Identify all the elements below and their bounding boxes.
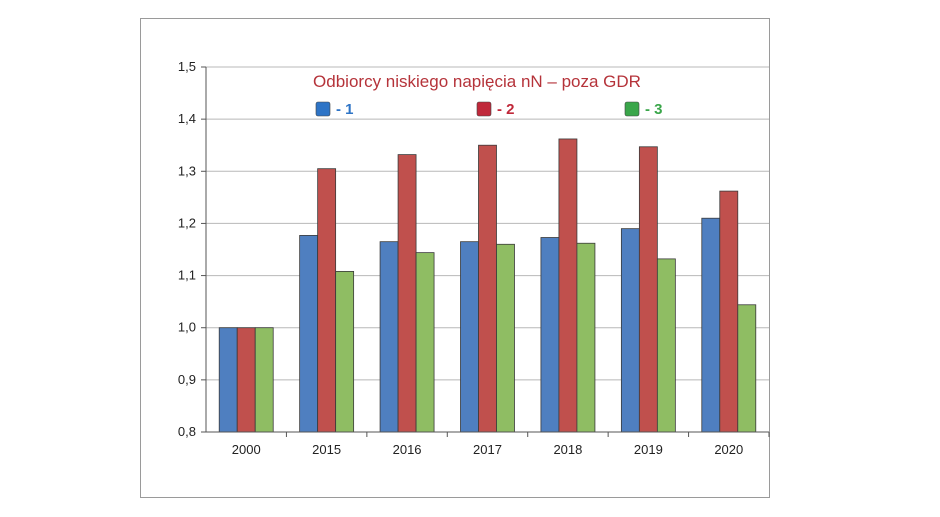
y-tick-label: 1,2 (178, 215, 196, 230)
legend: - 1 - 2 - 3 (315, 101, 663, 118)
chart-frame: 0,8 0,9 1,0 1,1 1,2 1,3 1,4 1,5 2000 2015 2016 201… (140, 18, 770, 498)
bar (737, 304, 757, 433)
bar (558, 138, 578, 433)
x-axis-ticks: 2000 2015 2016 2017 2018 2019 2020 (232, 432, 770, 457)
x-tick-label: 2017 (473, 442, 502, 457)
y-tick-label: 0,9 (178, 372, 196, 387)
bar (415, 252, 435, 433)
y-tick-label: 1,3 (178, 163, 196, 178)
bar-chart: 0,8 0,9 1,0 1,1 1,2 1,3 1,4 1,5 2000 2015 2016 201… (178, 59, 770, 457)
y-tick-label: 0,8 (178, 424, 196, 439)
legend-swatch (315, 101, 331, 117)
x-tick-label: 2016 (393, 442, 422, 457)
x-tick-label: 2020 (714, 442, 743, 457)
x-tick-label: 2015 (312, 442, 341, 457)
bar (218, 327, 238, 433)
y-tick-label: 1,0 (178, 320, 196, 335)
legend-swatch (476, 101, 492, 117)
y-tick-label: 1,1 (178, 268, 196, 283)
bar (496, 243, 515, 433)
x-tick-label: 2000 (232, 442, 261, 457)
y-tick-label: 1,4 (178, 111, 196, 126)
bar (620, 228, 640, 433)
bar (335, 270, 355, 433)
legend-label: - 1 (336, 101, 354, 118)
bar (478, 144, 497, 433)
bar (460, 241, 479, 433)
bar (540, 237, 560, 433)
bar (701, 217, 721, 433)
bar (299, 235, 319, 433)
legend-label: - 2 (497, 101, 515, 118)
y-axis-ticks: 0,8 0,9 1,0 1,1 1,2 1,3 1,4 1,5 (178, 59, 206, 439)
y-tick-label: 1,5 (178, 59, 196, 74)
bar (638, 146, 658, 433)
bars (218, 138, 757, 433)
bar (576, 242, 596, 433)
legend-label: - 3 (645, 101, 663, 118)
bar (236, 327, 256, 433)
bar (656, 258, 676, 433)
bar (397, 154, 417, 433)
bar (254, 327, 274, 433)
bar (379, 241, 399, 433)
chart-title: Odbiorcy niskiego napięcia nN – poza GDR (313, 72, 641, 91)
bar (317, 168, 337, 433)
x-tick-label: 2019 (634, 442, 663, 457)
legend-swatch (624, 101, 640, 117)
bar (719, 190, 739, 433)
x-tick-label: 2018 (553, 442, 582, 457)
